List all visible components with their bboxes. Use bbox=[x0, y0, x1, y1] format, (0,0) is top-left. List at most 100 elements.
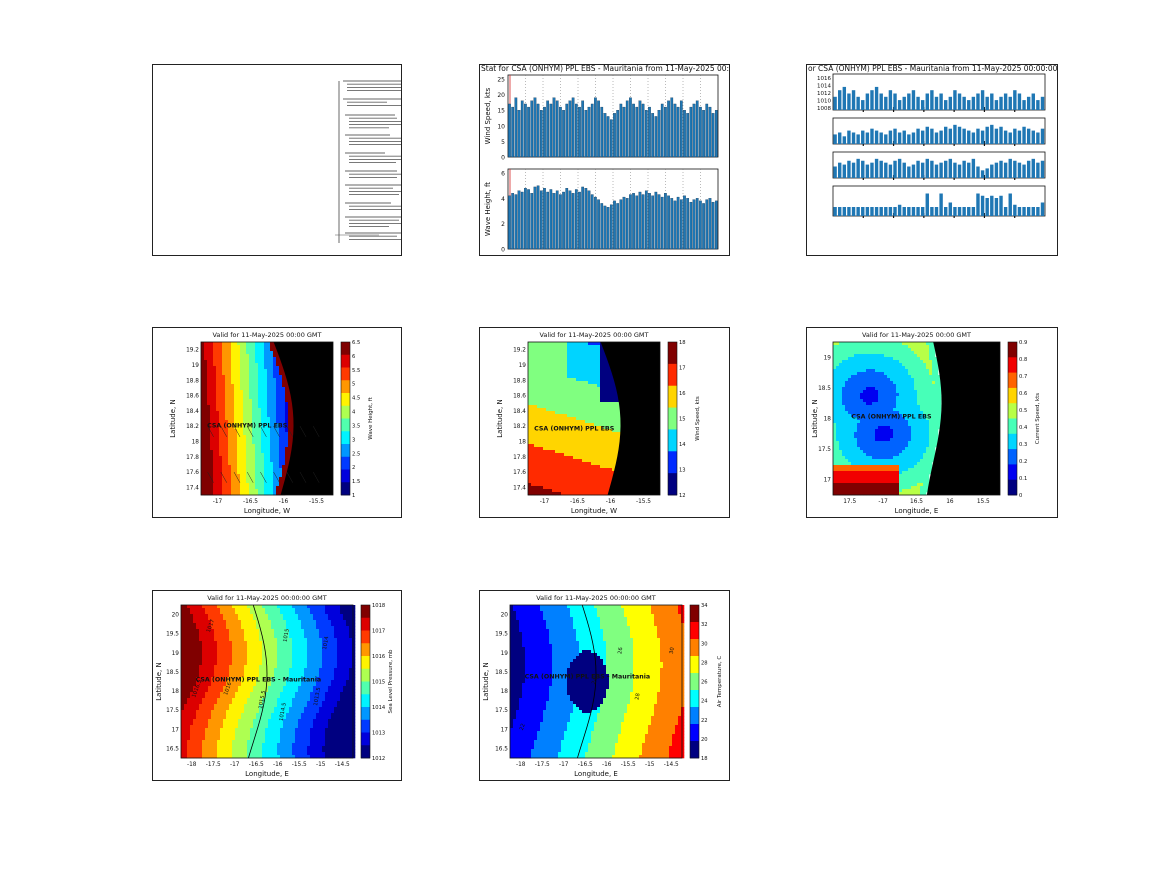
field-cell bbox=[579, 348, 583, 352]
field-cell bbox=[270, 402, 274, 406]
field-cell bbox=[570, 441, 574, 445]
field-cell bbox=[546, 363, 550, 367]
field-cell bbox=[576, 393, 580, 397]
field-cell bbox=[234, 357, 238, 361]
field-cell bbox=[549, 441, 553, 445]
field-cell bbox=[597, 447, 601, 451]
field-cell bbox=[839, 387, 843, 391]
field-cell bbox=[528, 453, 532, 457]
field-cell bbox=[914, 375, 918, 379]
field-cell bbox=[887, 408, 891, 412]
field-cell bbox=[534, 420, 538, 424]
field-cell bbox=[842, 444, 846, 448]
field-cell bbox=[845, 462, 849, 466]
field-cell bbox=[890, 444, 894, 448]
wave-direction-arrow bbox=[312, 471, 320, 483]
field-cell bbox=[594, 486, 598, 490]
field-cell bbox=[597, 429, 601, 433]
field-cell bbox=[243, 423, 247, 427]
field-cell bbox=[213, 357, 217, 361]
bar bbox=[851, 207, 856, 216]
field-cell bbox=[285, 462, 289, 466]
field-cell bbox=[285, 399, 289, 403]
field-cell bbox=[914, 438, 918, 442]
field-cell bbox=[594, 492, 598, 496]
field-cell bbox=[899, 426, 903, 430]
field-cell bbox=[848, 354, 852, 358]
field-cell bbox=[540, 459, 544, 463]
field-cell bbox=[860, 486, 864, 490]
field-cell bbox=[609, 387, 613, 391]
bar bbox=[893, 160, 897, 178]
field-cell bbox=[537, 366, 541, 370]
field-cell bbox=[213, 438, 217, 442]
field-cell bbox=[893, 378, 897, 382]
field-cell bbox=[249, 396, 253, 400]
field-cell bbox=[911, 393, 915, 397]
field-cell bbox=[585, 369, 589, 373]
field-cell bbox=[890, 348, 894, 352]
field-cell bbox=[531, 342, 535, 346]
field-cell bbox=[600, 381, 604, 385]
field-cell bbox=[603, 438, 607, 442]
field-cell bbox=[234, 486, 238, 490]
field-cell bbox=[890, 375, 894, 379]
field-cell bbox=[875, 402, 879, 406]
field-cell bbox=[884, 423, 888, 427]
field-cell bbox=[552, 471, 556, 475]
field-cell bbox=[579, 471, 583, 475]
field-cell bbox=[866, 450, 870, 454]
field-cell bbox=[282, 414, 286, 418]
bar bbox=[990, 124, 994, 144]
field-cell bbox=[582, 450, 586, 454]
field-cell bbox=[582, 411, 586, 415]
field-cell bbox=[863, 357, 867, 361]
field-cell bbox=[615, 432, 619, 436]
field-cell bbox=[279, 486, 283, 490]
field-cell bbox=[240, 438, 244, 442]
field-cell bbox=[258, 417, 262, 421]
field-cell bbox=[576, 378, 580, 382]
field-cell bbox=[878, 357, 882, 361]
field-cell bbox=[881, 381, 885, 385]
field-cell bbox=[845, 399, 849, 403]
field-cell bbox=[591, 429, 595, 433]
field-cell bbox=[570, 348, 574, 352]
field-cell bbox=[225, 477, 229, 481]
field-cell bbox=[609, 438, 613, 442]
field-cell bbox=[579, 420, 583, 424]
field-cell bbox=[213, 441, 217, 445]
field-cell bbox=[288, 396, 292, 400]
field-cell bbox=[234, 411, 238, 415]
field-cell bbox=[546, 459, 550, 463]
bar bbox=[874, 86, 879, 110]
field-cell bbox=[875, 354, 879, 358]
field-cell bbox=[540, 468, 544, 472]
field-cell bbox=[531, 483, 535, 487]
colorbar-segment bbox=[341, 393, 350, 407]
field-cell bbox=[252, 411, 256, 415]
field-cell bbox=[839, 477, 843, 481]
bar bbox=[1008, 96, 1012, 110]
field-cell bbox=[570, 399, 574, 403]
field-cell bbox=[887, 357, 891, 361]
field-cell bbox=[839, 492, 843, 496]
field-cell bbox=[854, 435, 858, 439]
field-cell bbox=[231, 417, 235, 421]
field-cell bbox=[273, 435, 277, 439]
field-cell bbox=[285, 438, 289, 442]
bar bbox=[897, 158, 902, 178]
field-cell bbox=[845, 342, 849, 346]
field-cell bbox=[597, 375, 601, 379]
field-cell bbox=[204, 426, 208, 430]
field-cell bbox=[204, 351, 208, 355]
field-cell bbox=[528, 384, 532, 388]
field-cell bbox=[896, 468, 900, 472]
field-cell bbox=[276, 492, 280, 496]
field-cell bbox=[558, 480, 562, 484]
field-cell bbox=[258, 390, 262, 394]
field-cell bbox=[582, 447, 586, 451]
field-cell bbox=[552, 429, 556, 433]
field-cell bbox=[866, 453, 870, 457]
field-cell bbox=[231, 429, 235, 433]
